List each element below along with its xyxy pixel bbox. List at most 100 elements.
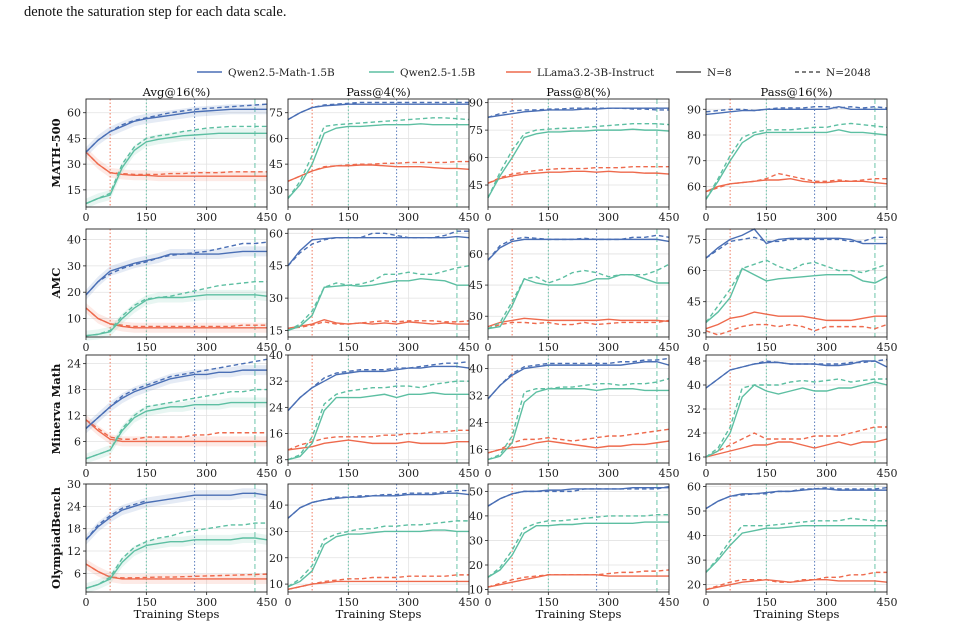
series-line-math-big (85, 500, 147, 541)
series-line-math-n8 (487, 107, 669, 118)
y-tick-label: 6 (74, 567, 81, 580)
y-tick-label: 24 (269, 401, 283, 414)
plot-frame (85, 483, 268, 593)
y-tick-label: 30 (269, 292, 283, 305)
column-title: Pass@4(%) (346, 85, 411, 99)
series-line-qwen-big (705, 122, 888, 200)
plot-frame (85, 98, 268, 208)
x-tick-label: 0 (703, 211, 710, 224)
series-line-llama-big (287, 320, 470, 330)
y-tick-label: 24 (67, 358, 81, 371)
series-line-llama-n8 (705, 178, 888, 193)
series-line-math-big (287, 360, 470, 412)
y-tick-label: 24 (67, 500, 81, 513)
x-tick-label: 0 (83, 467, 90, 480)
y-tick-label: 32 (269, 375, 283, 388)
y-tick-label: 40 (67, 234, 81, 247)
subplot: 6 12 18 24 0 150 300 450 Minerva Math (49, 354, 278, 480)
subplot: 10 20 30 40 0 150 300 450 Training Steps (269, 483, 480, 621)
y-tick-label: 40 (469, 510, 483, 523)
x-tick-label: 450 (877, 211, 898, 224)
x-tick-label: 150 (136, 341, 157, 354)
x-tick-label: 300 (816, 467, 837, 480)
row-label: OlympiadBench (49, 486, 63, 589)
x-tick-label: 450 (877, 596, 898, 609)
series-line-math-big (705, 486, 888, 510)
series-line-math-n8 (705, 228, 887, 259)
series-line-llama-big (85, 563, 268, 579)
series-line-math-big (287, 489, 469, 519)
y-tick-label: 75 (469, 124, 483, 137)
series-line-qwen-n8 (85, 294, 268, 337)
series-line-qwen-big (705, 259, 888, 323)
y-tick-label: 16 (469, 444, 483, 457)
series-line-llama-big (85, 151, 267, 176)
y-tick-label: 40 (687, 530, 701, 543)
series-line-llama-big (287, 574, 469, 591)
x-tick-label: 300 (598, 341, 619, 354)
plot-frame (705, 483, 888, 593)
series-line-llama-big (705, 571, 887, 591)
y-tick-label: 48 (687, 355, 701, 368)
y-tick-label: 40 (269, 499, 283, 512)
x-tick-label: 300 (196, 211, 217, 224)
y-tick-label: 90 (687, 103, 701, 116)
x-tick-label: 450 (459, 596, 480, 609)
y-tick-label: 40 (269, 349, 283, 362)
x-tick-label: 0 (285, 341, 292, 354)
series-line-math-n8 (287, 235, 470, 267)
x-tick-label: 150 (538, 211, 559, 224)
series-line-math-big (85, 358, 268, 429)
plot-frame (487, 354, 670, 464)
x-tick-label: 0 (285, 467, 292, 480)
x-tick-label: 300 (598, 596, 619, 609)
series-line-qwen-big (85, 388, 267, 460)
series-line-qwen-n8 (85, 537, 268, 589)
series-line-qwen-big (287, 520, 469, 588)
x-tick-label: 450 (459, 467, 480, 480)
y-tick-label: 30 (687, 554, 701, 567)
subplot: 16 24 32 40 0 150 300 450 (469, 354, 680, 480)
x-tick-label: 0 (285, 211, 292, 224)
series-line-math-n8 (487, 361, 670, 400)
series-line-math-n8 (705, 360, 888, 389)
x-tick-label: 450 (459, 341, 480, 354)
legend-label: N=8 (707, 67, 732, 79)
legend-label: N=2048 (826, 67, 871, 79)
series-line-math-n8 (705, 105, 887, 116)
column-title: Pass@16(%) (761, 85, 833, 99)
x-tick-label: 300 (816, 341, 837, 354)
subplot: 15 30 45 60 0 150 300 450 (269, 227, 480, 354)
series-line-qwen-n8 (487, 273, 669, 330)
x-axis-label: Training Steps (536, 607, 622, 621)
x-tick-label: 0 (703, 596, 710, 609)
series-line-qwen-big (287, 117, 470, 199)
x-tick-label: 150 (538, 467, 559, 480)
x-tick-label: 450 (659, 211, 680, 224)
series-line-llama-n8 (287, 164, 470, 182)
x-tick-label: 300 (598, 467, 619, 480)
x-tick-label: 300 (398, 596, 419, 609)
y-tick-label: 50 (469, 485, 483, 498)
plot-frame (487, 98, 670, 208)
series-line-math-big (85, 103, 268, 153)
x-tick-label: 150 (338, 596, 359, 609)
series-line-qwen-big (85, 280, 267, 337)
plot-frame (85, 354, 268, 464)
confidence-band (86, 246, 267, 300)
series-line-llama-n8 (487, 440, 670, 454)
y-tick-label: 20 (687, 579, 701, 592)
row-label: AMC (49, 268, 63, 300)
row-label: Minerva Math (49, 363, 63, 454)
series-line-llama-n8 (287, 439, 469, 451)
series-line-math-big (287, 230, 469, 267)
x-axis-label: Training Steps (336, 607, 422, 621)
column-title: Avg@16(%) (142, 85, 211, 99)
series-line-qwen-n8 (705, 267, 888, 323)
y-tick-label: 10 (269, 578, 283, 591)
series-line-math-big (487, 485, 670, 507)
x-tick-label: 450 (877, 341, 898, 354)
plot-frame (705, 98, 888, 208)
x-tick-label: 300 (816, 596, 837, 609)
